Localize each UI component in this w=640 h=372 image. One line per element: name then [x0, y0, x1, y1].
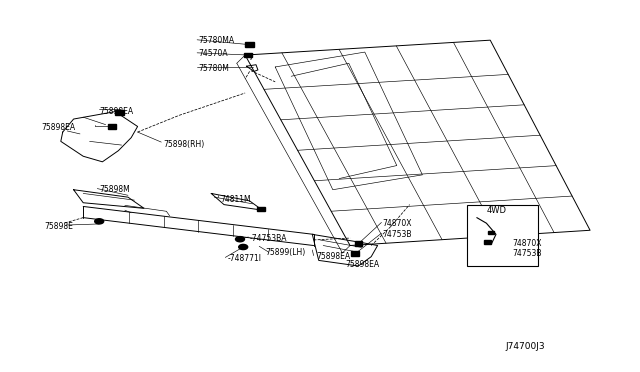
Text: 75899(LH): 75899(LH)	[266, 248, 306, 257]
Text: 74753B: 74753B	[383, 230, 412, 239]
Bar	[115, 110, 124, 115]
Text: 75898EA: 75898EA	[42, 123, 76, 132]
Text: -748771I: -748771I	[227, 254, 261, 263]
Circle shape	[95, 219, 104, 224]
Text: 75898EA: 75898EA	[346, 260, 380, 269]
Text: 75898EA: 75898EA	[317, 252, 351, 261]
Text: 74811M: 74811M	[221, 195, 252, 203]
Circle shape	[236, 237, 244, 242]
Text: 75898(RH): 75898(RH)	[163, 140, 204, 149]
Text: 75898EA: 75898EA	[99, 107, 133, 116]
Bar	[355, 241, 362, 246]
Bar	[484, 240, 491, 244]
Text: 75898E: 75898E	[45, 222, 74, 231]
Bar	[244, 53, 252, 57]
Bar	[351, 251, 359, 256]
Bar	[488, 231, 494, 234]
Text: 4WD: 4WD	[486, 206, 506, 215]
Text: 74570A: 74570A	[198, 49, 228, 58]
Text: -74753BA: -74753BA	[250, 234, 287, 243]
Text: 74870X: 74870X	[383, 219, 412, 228]
Bar	[257, 207, 265, 211]
Bar	[467, 205, 538, 266]
Circle shape	[239, 244, 248, 250]
Text: 75780M: 75780M	[198, 64, 229, 73]
Text: 74753B: 74753B	[512, 249, 541, 258]
Text: J74700J3: J74700J3	[506, 342, 545, 351]
Text: 75780MA: 75780MA	[198, 36, 234, 45]
Bar	[245, 42, 254, 47]
Text: 75898M: 75898M	[99, 185, 130, 194]
Bar	[108, 124, 116, 129]
Text: 74870X: 74870X	[512, 239, 541, 248]
